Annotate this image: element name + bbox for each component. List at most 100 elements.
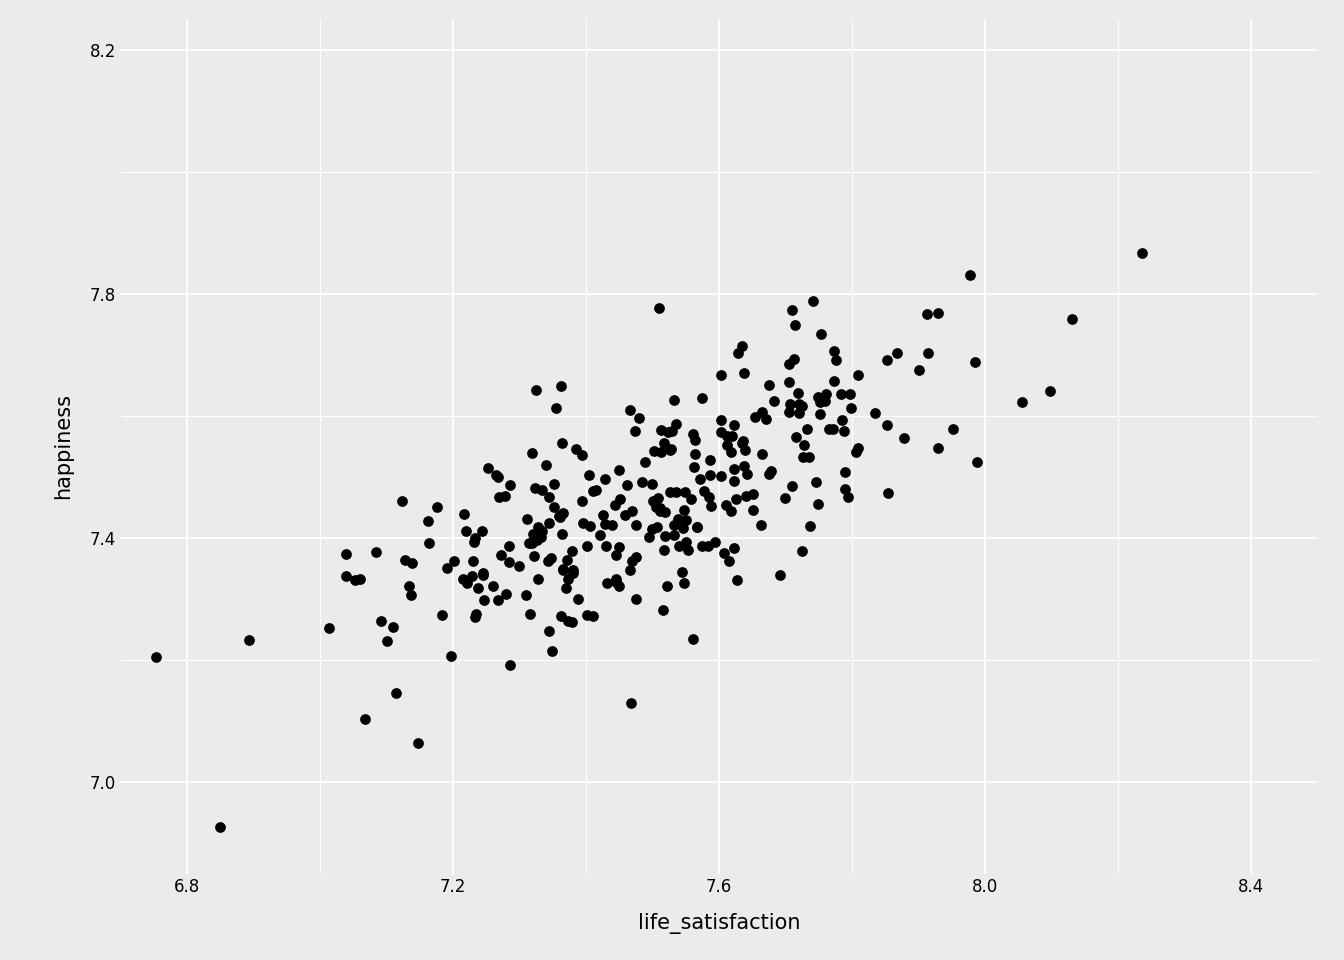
Point <box>724 492 746 507</box>
Point <box>660 484 681 499</box>
Point <box>571 493 593 509</box>
Point <box>531 482 552 497</box>
Point <box>691 391 712 406</box>
Point <box>796 420 817 436</box>
Point <box>344 573 366 588</box>
Point <box>732 365 754 380</box>
Point <box>441 648 462 663</box>
Point <box>824 343 845 358</box>
Point <box>530 529 551 544</box>
Point <box>577 608 598 623</box>
Point <box>472 565 493 581</box>
Point <box>594 516 616 532</box>
Point <box>516 512 538 527</box>
Point <box>688 471 710 487</box>
Point <box>551 527 573 542</box>
Point <box>789 405 810 420</box>
Point <box>625 591 646 607</box>
Point <box>710 413 731 428</box>
Point <box>942 421 964 437</box>
Point <box>710 424 731 440</box>
Point <box>625 550 646 565</box>
Point <box>593 507 614 522</box>
Point <box>673 575 695 590</box>
Point <box>578 468 599 483</box>
Point <box>548 508 570 523</box>
Point <box>524 480 546 495</box>
Point <box>465 530 487 545</box>
Point <box>731 338 753 353</box>
Point <box>210 819 231 834</box>
Point <box>917 306 938 322</box>
Point <box>723 473 745 489</box>
Point <box>675 513 696 528</box>
Point <box>837 490 859 505</box>
Point <box>814 394 836 409</box>
Point <box>663 393 684 408</box>
Point <box>638 529 660 544</box>
Point <box>456 523 477 539</box>
Point <box>714 545 735 561</box>
Point <box>620 563 641 578</box>
Point <box>848 368 870 383</box>
Point <box>488 592 509 608</box>
Point <box>833 422 855 438</box>
Point <box>699 468 720 483</box>
Point <box>745 409 766 424</box>
Point <box>589 528 610 543</box>
Point <box>918 346 939 361</box>
Point <box>595 576 617 591</box>
Point <box>655 528 676 543</box>
Point <box>798 449 820 465</box>
Point <box>335 546 356 562</box>
Point <box>649 503 671 518</box>
Point <box>371 613 392 629</box>
Point <box>742 503 763 518</box>
Point <box>835 481 856 496</box>
Point <box>716 428 738 444</box>
Point <box>519 536 540 551</box>
Point <box>839 387 860 402</box>
Point <box>710 368 731 383</box>
Point <box>847 440 868 455</box>
Point <box>551 608 573 623</box>
Point <box>758 466 780 481</box>
Point <box>552 505 574 520</box>
Point <box>684 432 706 447</box>
Point <box>418 536 439 551</box>
Point <box>394 552 415 567</box>
Point <box>723 418 745 433</box>
Point <box>657 424 679 440</box>
Point <box>607 463 629 478</box>
Point <box>622 503 644 518</box>
Point <box>680 492 702 507</box>
Point <box>684 460 706 475</box>
Point <box>782 479 804 494</box>
Point <box>755 411 777 426</box>
Point <box>696 539 718 554</box>
Point <box>462 554 484 569</box>
Point <box>720 428 742 444</box>
Point <box>317 620 339 636</box>
Point <box>535 457 556 472</box>
Point <box>601 517 622 533</box>
Point <box>551 378 573 394</box>
Point <box>808 496 829 512</box>
Point <box>780 396 801 412</box>
Point <box>487 468 508 484</box>
Point <box>499 539 520 554</box>
Point <box>876 418 898 433</box>
Point <box>653 436 675 451</box>
Point <box>376 634 398 649</box>
Point <box>731 435 753 450</box>
Point <box>716 437 738 452</box>
Point <box>391 493 413 509</box>
Point <box>808 389 829 404</box>
Point <box>453 506 474 521</box>
Point <box>1062 311 1083 326</box>
Point <box>538 515 559 530</box>
Point <box>672 520 694 536</box>
Point <box>521 445 543 461</box>
Point <box>485 468 507 483</box>
Point <box>461 568 482 584</box>
